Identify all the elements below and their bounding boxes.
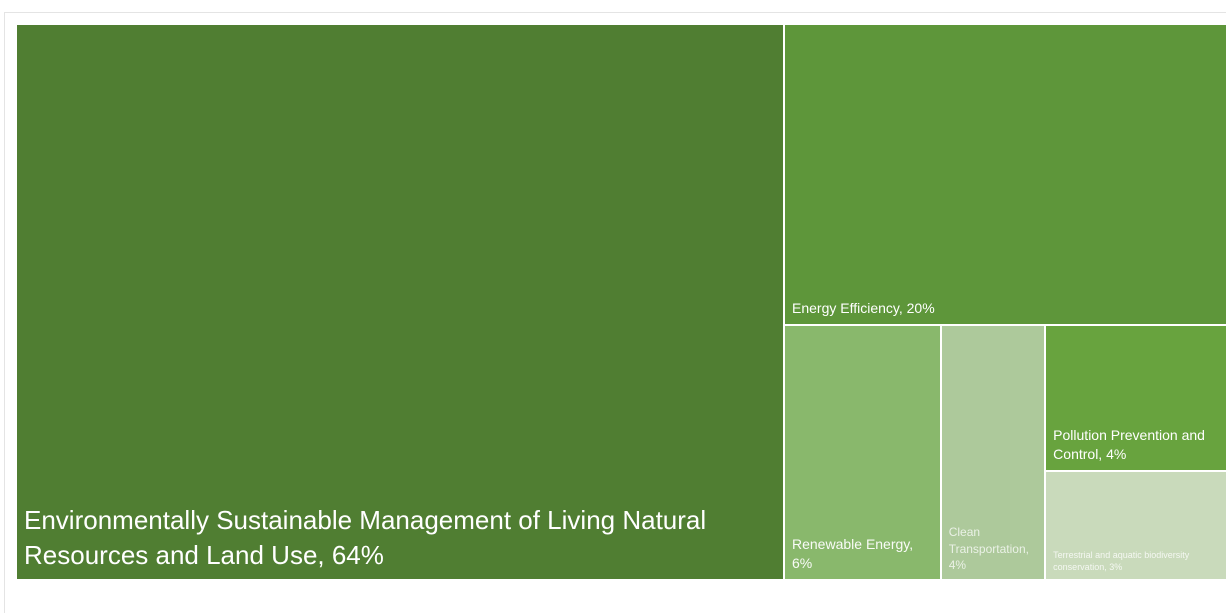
tile-label: Renewable Energy, 6% <box>792 536 914 572</box>
tile: Environmentally Sustainable Management o… <box>16 24 784 580</box>
tile-label: Energy Efficiency, 20% <box>792 299 935 316</box>
page: Environmentally Sustainable Management o… <box>4 12 1226 613</box>
tile: Renewable Energy, 6% <box>784 324 941 580</box>
tile-label: Clean Transportation, 4% <box>948 525 1029 572</box>
tile: Terrestrial and aquatic biodiversity con… <box>1045 470 1226 580</box>
tile: Pollution Prevention and Control, 4% <box>1045 324 1226 471</box>
tile-label: Environmentally Sustainable Management o… <box>24 504 707 570</box>
tile: Clean Transportation, 4% <box>940 324 1046 580</box>
tile-label: Terrestrial and aquatic biodiversity con… <box>1053 549 1190 572</box>
frame <box>4 12 1226 613</box>
tile-label: Pollution Prevention and Control, 4% <box>1053 426 1205 462</box>
tile: Energy Efficiency, 20% <box>784 24 1226 325</box>
treemap: Environmentally Sustainable Management o… <box>16 24 1226 580</box>
